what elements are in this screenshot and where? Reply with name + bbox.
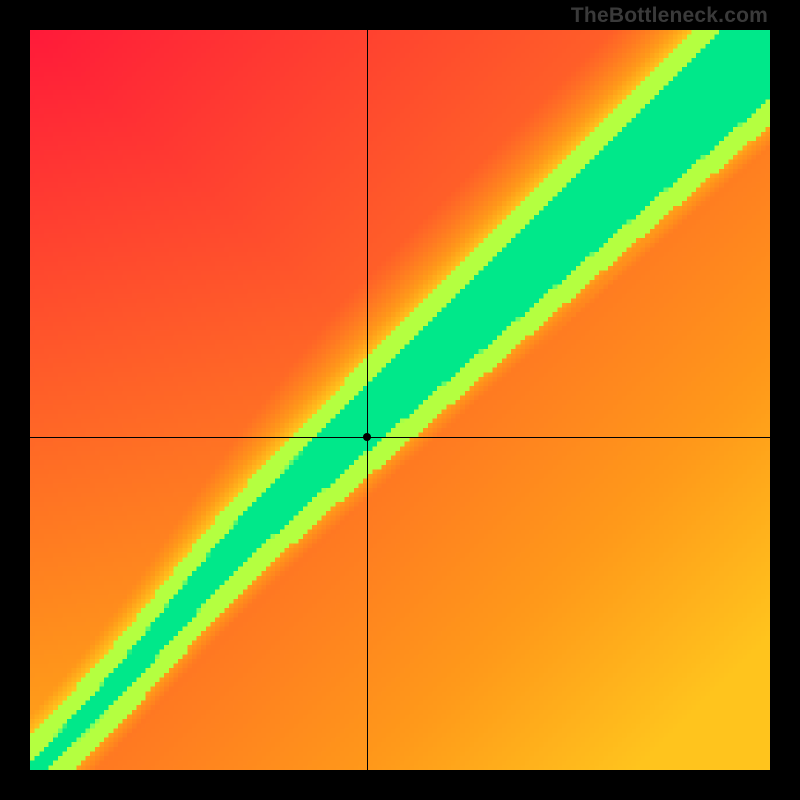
crosshair-vertical: [367, 30, 368, 770]
heatmap-plot: [30, 30, 770, 770]
heatmap-canvas: [30, 30, 770, 770]
watermark-text: TheBottleneck.com: [571, 4, 768, 28]
crosshair-horizontal: [30, 437, 770, 438]
crosshair-marker: [363, 433, 371, 441]
